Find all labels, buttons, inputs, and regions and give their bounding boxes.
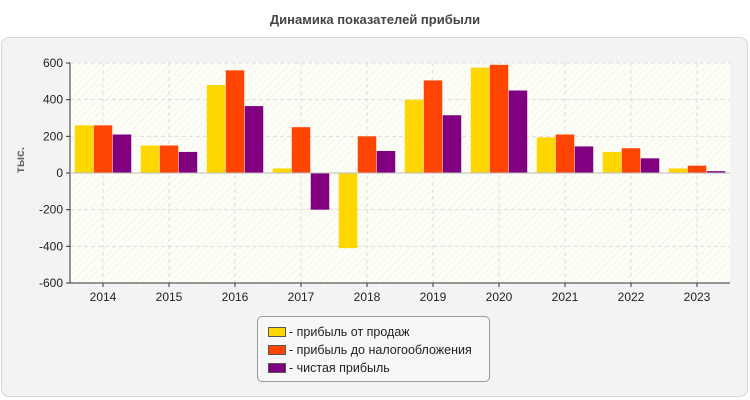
bar-1-2016 bbox=[206, 85, 226, 173]
legend-item-net-profit: - чистая прибыль bbox=[268, 359, 489, 377]
y-tick-label: -600 bbox=[39, 276, 63, 290]
bar-3-2023 bbox=[706, 171, 726, 173]
y-tick-label: -400 bbox=[39, 239, 63, 253]
bar-1-2015 bbox=[140, 145, 160, 173]
bar-1-2021 bbox=[536, 137, 556, 173]
bar-2-2021 bbox=[555, 134, 575, 173]
x-tick-label: 2018 bbox=[354, 290, 381, 304]
bar-2-2022 bbox=[621, 148, 641, 173]
bar-3-2014 bbox=[112, 134, 132, 173]
bar-1-2020 bbox=[470, 67, 490, 173]
chart-title: Динамика показателей прибыли bbox=[269, 12, 481, 27]
legend-swatch-net-profit bbox=[268, 363, 286, 373]
bar-3-2020 bbox=[508, 90, 528, 173]
bar-3-2015 bbox=[178, 151, 198, 173]
bar-1-2017 bbox=[272, 168, 292, 173]
legend-label-pretax-profit: - прибыль до налогообложения bbox=[289, 343, 472, 357]
bar-1-2019 bbox=[404, 99, 424, 173]
legend-swatch-pretax-profit bbox=[268, 345, 286, 355]
y-axis-label: тыс. bbox=[13, 147, 27, 173]
bar-3-2018 bbox=[376, 151, 396, 173]
bar-2-2014 bbox=[93, 125, 113, 173]
bar-2-2019 bbox=[423, 80, 443, 173]
bar-2-2023 bbox=[687, 165, 707, 173]
bar-2-2016 bbox=[225, 70, 245, 173]
bar-1-2022 bbox=[602, 151, 622, 173]
legend: - прибыль от продаж - прибыль до налогоо… bbox=[257, 316, 490, 382]
x-tick-label: 2015 bbox=[156, 290, 183, 304]
bars bbox=[74, 64, 726, 249]
bar-3-2021 bbox=[574, 146, 594, 173]
y-tick-label: 0 bbox=[56, 166, 63, 180]
bar-3-2019 bbox=[442, 115, 462, 173]
axes bbox=[66, 62, 730, 287]
tick-labels: -600 -400 -200 0 200 400 600 2014 2015 2016 2017 20… bbox=[39, 56, 711, 304]
x-tick-label: 2017 bbox=[288, 290, 315, 304]
legend-label-sales-profit: - прибыль от продаж bbox=[289, 325, 410, 339]
x-tick-label: 2014 bbox=[90, 290, 117, 304]
legend-swatch-sales-profit bbox=[268, 327, 286, 337]
bar-2-2017 bbox=[291, 127, 311, 173]
bar-1-2018 bbox=[338, 173, 358, 249]
bar-1-2023 bbox=[668, 168, 688, 173]
bar-2-2020 bbox=[489, 64, 509, 173]
legend-label-net-profit: - чистая прибыль bbox=[289, 361, 390, 375]
bar-3-2022 bbox=[640, 158, 660, 173]
y-tick-label: -200 bbox=[39, 203, 63, 217]
bar-2-2015 bbox=[159, 145, 179, 173]
legend-item-sales-profit: - прибыль от продаж bbox=[268, 323, 489, 341]
bar-3-2017 bbox=[310, 173, 330, 210]
y-tick-label: 400 bbox=[43, 93, 63, 107]
y-tick-label: 600 bbox=[43, 56, 63, 70]
x-tick-label: 2016 bbox=[222, 290, 249, 304]
x-tick-label: 2022 bbox=[618, 290, 645, 304]
bar-3-2016 bbox=[244, 106, 264, 173]
x-tick-label: 2020 bbox=[486, 290, 513, 304]
x-tick-label: 2019 bbox=[420, 290, 447, 304]
bar-2-2018 bbox=[357, 136, 377, 173]
y-tick-label: 200 bbox=[43, 129, 63, 143]
legend-item-pretax-profit: - прибыль до налогообложения bbox=[268, 341, 489, 359]
x-tick-label: 2021 bbox=[552, 290, 579, 304]
bar-1-2014 bbox=[74, 125, 94, 173]
x-tick-label: 2023 bbox=[684, 290, 711, 304]
